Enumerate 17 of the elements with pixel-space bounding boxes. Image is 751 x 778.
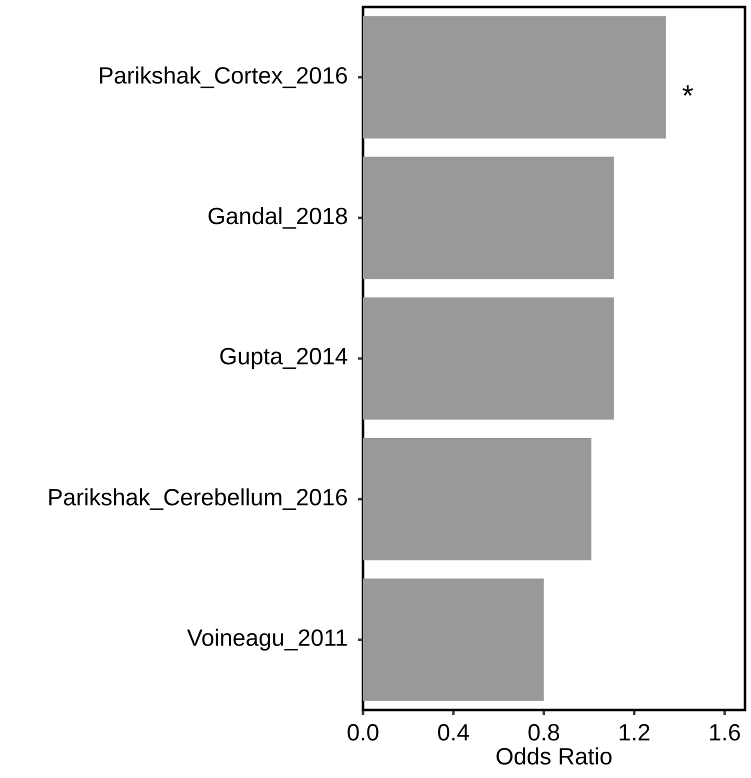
x-tick-label: 0.0 [348,724,378,741]
x-tick-label: 1.2 [620,724,650,740]
bar [363,16,666,138]
annotation: * [682,85,694,96]
x-tick-label: 1.6 [710,724,740,741]
x-tick-label: 0.8 [528,724,560,741]
x-axis-title: Odds Ratio [496,747,612,765]
bar [363,438,592,560]
bar [363,578,544,701]
y-tick-label: Parikshak_Cerebellum_2016 [49,488,347,510]
y-tick-label: Gupta_2014 [220,348,348,370]
bar [363,156,614,280]
x-tick-label: 0.4 [438,724,469,741]
y-tick-label: Gandal_2018 [208,207,347,229]
y-tick-label: Voineagu_2011 [187,628,347,651]
y-tick-label: Parikshak_Cortex_2016 [100,66,347,88]
bar [363,297,614,420]
